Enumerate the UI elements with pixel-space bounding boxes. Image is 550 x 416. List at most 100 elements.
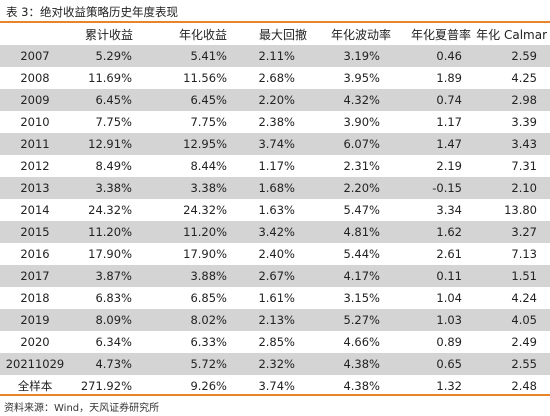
bottom-rule	[0, 394, 550, 396]
cell-year: 2019	[20, 313, 50, 327]
cell-annual-sharpe: 0.46	[436, 49, 462, 63]
cell-cumulative-return: 24.32%	[88, 203, 132, 217]
table-row: 2008 11.69% 11.56% 2.68% 3.95% 1.89 4.25	[0, 67, 550, 89]
cell-annual-volatility: 6.07%	[343, 137, 380, 151]
cell-annual-volatility: 5.47%	[343, 203, 380, 217]
cell-annual-return: 9.26%	[190, 379, 227, 393]
table-row: 2013 3.38% 3.38% 1.68% 2.20% -0.15 2.10	[0, 177, 550, 199]
cell-annual-volatility: 4.66%	[343, 335, 380, 349]
cell-cumulative-return: 12.91%	[88, 137, 132, 151]
table-row: 2017 3.87% 3.88% 2.67% 4.17% 0.11 1.51	[0, 265, 550, 287]
cell-year: 20211029	[5, 357, 65, 371]
cell-max-drawdown: 2.68%	[258, 71, 295, 85]
header-cell-cumulative-return: 累计收益	[84, 27, 133, 42]
cell-annual-return: 8.44%	[190, 159, 227, 173]
cell-cumulative-return: 11.20%	[88, 225, 132, 239]
cell-annual-return: 12.95%	[183, 137, 227, 151]
cell-max-drawdown: 1.17%	[258, 159, 295, 173]
cell-max-drawdown: 3.42%	[258, 225, 295, 239]
table-title: 表 3：绝对收益策略历史年度表现	[6, 5, 178, 19]
cell-max-drawdown: 2.85%	[258, 335, 295, 349]
cell-annual-volatility: 4.81%	[343, 225, 380, 239]
cell-cumulative-return: 271.92%	[80, 379, 132, 393]
cell-cumulative-return: 4.73%	[95, 357, 132, 371]
table-row: 2016 17.90% 17.90% 2.40% 5.44% 2.61 7.13	[0, 243, 550, 265]
cell-cumulative-return: 11.69%	[88, 71, 132, 85]
cell-year: 2008	[20, 71, 50, 85]
cell-annual-sharpe: 0.11	[436, 269, 462, 283]
cell-annual-calmar: 4.25	[511, 71, 537, 85]
cell-max-drawdown: 2.40%	[258, 247, 295, 261]
header-cell-max-drawdown: 最大回撤	[258, 27, 307, 42]
table-row: 2010 7.75% 7.75% 2.38% 3.90% 1.17 3.39	[0, 111, 550, 133]
cell-max-drawdown: 3.74%	[258, 379, 295, 393]
cell-year: 2016	[20, 247, 50, 261]
cell-cumulative-return: 6.83%	[95, 291, 132, 305]
cell-annual-volatility: 2.31%	[343, 159, 380, 173]
cell-annual-volatility: 5.27%	[343, 313, 380, 327]
cell-annual-return: 6.45%	[190, 93, 227, 107]
cell-annual-sharpe: 2.19	[436, 159, 462, 173]
cell-annual-calmar: 3.39	[511, 115, 537, 129]
cell-max-drawdown: 2.32%	[258, 357, 295, 371]
table-row: 全样本 271.92% 9.26% 3.74% 4.38% 1.32 2.48	[0, 375, 550, 397]
cell-annual-return: 8.02%	[190, 313, 227, 327]
table-row: 20211029 4.73% 5.72% 2.32% 4.38% 0.65 2.55	[0, 353, 550, 375]
cell-annual-volatility: 2.20%	[343, 181, 380, 195]
cell-annual-return: 5.41%	[190, 49, 227, 63]
cell-annual-calmar: 2.10	[511, 181, 537, 195]
cell-max-drawdown: 2.67%	[258, 269, 295, 283]
cell-annual-calmar: 1.51	[511, 269, 537, 283]
cell-cumulative-return: 3.38%	[95, 181, 132, 195]
table-row: 2012 8.49% 8.44% 1.17% 2.31% 2.19 7.31	[0, 155, 550, 177]
cell-annual-volatility: 4.38%	[343, 357, 380, 371]
cell-annual-sharpe: 1.62	[436, 225, 462, 239]
cell-annual-return: 3.38%	[190, 181, 227, 195]
table-row: 2011 12.91% 12.95% 3.74% 6.07% 1.47 3.43	[0, 133, 550, 155]
cell-annual-return: 6.85%	[190, 291, 227, 305]
cell-cumulative-return: 5.29%	[95, 49, 132, 63]
cell-max-drawdown: 2.13%	[258, 313, 295, 327]
cell-annual-return: 24.32%	[183, 203, 227, 217]
cell-year: 2010	[20, 115, 50, 129]
header-cell-annual-return: 年化收益	[178, 27, 227, 42]
cell-annual-volatility: 5.44%	[343, 247, 380, 261]
cell-year: 2015	[20, 225, 50, 239]
cell-year: 2012	[20, 159, 50, 173]
cell-annual-calmar: 3.43	[511, 137, 537, 151]
table-row: 2014 24.32% 24.32% 1.63% 5.47% 3.34 13.80	[0, 199, 550, 221]
header-cell-annual-volatility: 年化波动率	[330, 27, 391, 42]
cell-annual-return: 3.88%	[190, 269, 227, 283]
cell-annual-sharpe: 0.65	[436, 357, 462, 371]
cell-year: 2018	[20, 291, 50, 305]
table-row: 2019 8.09% 8.02% 2.13% 5.27% 1.03 4.05	[0, 309, 550, 331]
cell-annual-sharpe: 1.17	[436, 115, 462, 129]
cell-annual-calmar: 3.27	[511, 225, 537, 239]
cell-annual-sharpe: 1.89	[436, 71, 462, 85]
cell-year: 2014	[20, 203, 50, 217]
cell-year: 全样本	[17, 379, 53, 393]
cell-annual-sharpe: -0.15	[432, 181, 462, 195]
cell-annual-sharpe: 1.04	[436, 291, 462, 305]
cell-annual-calmar: 2.48	[511, 379, 537, 393]
cell-annual-volatility: 4.32%	[343, 93, 380, 107]
cell-annual-calmar: 4.05	[511, 313, 537, 327]
cell-annual-calmar: 7.13	[511, 247, 537, 261]
cell-cumulative-return: 7.75%	[95, 115, 132, 129]
cell-annual-sharpe: 1.47	[436, 137, 462, 151]
cell-annual-calmar: 2.49	[511, 335, 537, 349]
table-row: 2009 6.45% 6.45% 2.20% 4.32% 0.74 2.98	[0, 89, 550, 111]
cell-annual-sharpe: 1.32	[436, 379, 462, 393]
cell-annual-return: 7.75%	[190, 115, 227, 129]
cell-annual-volatility: 4.17%	[343, 269, 380, 283]
source-note: 资料来源：Wind，天风证券研究所	[4, 403, 160, 414]
table-row: 2020 6.34% 6.33% 2.85% 4.66% 0.89 2.49	[0, 331, 550, 353]
cell-year: 2011	[20, 137, 50, 151]
cell-annual-calmar: 4.24	[511, 291, 537, 305]
cell-annual-volatility: 3.15%	[343, 291, 380, 305]
cell-cumulative-return: 6.45%	[95, 93, 132, 107]
cell-annual-calmar: 7.31	[511, 159, 537, 173]
cell-annual-sharpe: 1.03	[436, 313, 462, 327]
cell-annual-volatility: 4.38%	[343, 379, 380, 393]
header-cell-annual-sharpe: 年化夏普率	[410, 27, 471, 42]
